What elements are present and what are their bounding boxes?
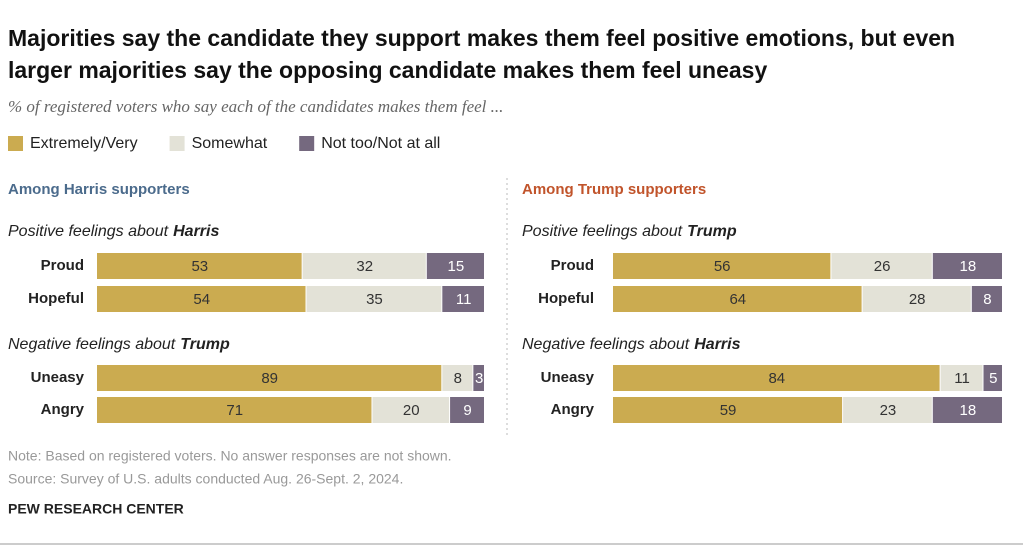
value-label: 9 (463, 402, 471, 419)
group-label-subject: Harris (173, 223, 219, 240)
value-label: 3 (475, 370, 483, 387)
panel-title: Among Harris supporters (8, 181, 190, 198)
value-label: 18 (960, 402, 977, 419)
chart-title: Majorities say the candidate they suppor… (8, 25, 956, 83)
footer: PEW RESEARCH CENTER (8, 501, 184, 517)
group-label: Positive feelings about Harris (8, 223, 219, 240)
legend-label: Extremely/Very (30, 135, 138, 152)
legend-label: Somewhat (192, 135, 268, 152)
value-label: 32 (356, 258, 373, 275)
category-label: Proud (41, 257, 84, 274)
source: Source: Survey of U.S. adults conducted … (8, 471, 403, 487)
legend-swatch (299, 136, 315, 151)
group-label-subject: Trump (180, 336, 230, 353)
group-label-text: Positive feelings about (8, 223, 169, 240)
value-label: 84 (768, 370, 785, 387)
value-label: 18 (960, 258, 977, 275)
bar-segment (940, 365, 983, 391)
legend-swatch (8, 136, 23, 151)
value-label: 8 (454, 370, 462, 387)
bar-segment (473, 365, 484, 391)
category-label: Uneasy (541, 369, 595, 386)
value-label: 5 (989, 370, 997, 387)
category-label: Angry (41, 401, 85, 418)
value-label: 64 (729, 291, 746, 308)
group-label-subject: Trump (687, 223, 737, 240)
value-label: 15 (448, 258, 465, 275)
category-label: Proud (551, 257, 594, 274)
group-label: Positive feelings about Trump (522, 223, 737, 240)
bar-segment (372, 397, 450, 423)
group-label-text: Negative feelings about (522, 336, 690, 353)
bar-segment (442, 365, 473, 391)
category-label: Hopeful (28, 290, 84, 307)
bar-segment (843, 397, 932, 423)
group-label-text: Negative feelings about (8, 336, 176, 353)
bar-segment (613, 397, 843, 423)
bar-segment (97, 397, 372, 423)
bar-segment (613, 286, 862, 312)
legend-swatch (169, 136, 185, 151)
value-label: 11 (456, 291, 472, 308)
group-label: Negative feelings about Trump (8, 336, 230, 353)
value-label: 11 (954, 370, 970, 387)
bar-segment (450, 397, 484, 423)
bar-segment (442, 286, 484, 312)
bar-segment (613, 365, 940, 391)
panel-title: Among Trump supporters (522, 181, 706, 198)
value-label: 56 (714, 258, 731, 275)
value-label: 8 (983, 291, 991, 308)
bar-segment (613, 253, 831, 279)
bar-segment (97, 286, 306, 312)
note: Note: Based on registered voters. No ans… (8, 448, 452, 464)
group-label: Negative feelings about Harris (522, 336, 741, 353)
value-label: 20 (403, 402, 420, 419)
bar-segment (932, 397, 1002, 423)
legend-label: Not too/Not at all (321, 135, 440, 152)
value-label: 28 (909, 291, 926, 308)
value-label: 89 (261, 370, 278, 387)
bar-segment (971, 286, 1002, 312)
value-label: 59 (720, 402, 737, 419)
bar-segment (97, 365, 442, 391)
group-label-text: Positive feelings about (522, 223, 683, 240)
subtitle: % of registered voters who say each of t… (8, 97, 503, 116)
bar-segment (302, 253, 426, 279)
category-label: Hopeful (538, 290, 594, 307)
bar-segment (932, 253, 1002, 279)
value-label: 53 (191, 258, 208, 275)
bar-segment (306, 286, 442, 312)
bar-segment (97, 253, 302, 279)
bar-segment (983, 365, 1002, 391)
bar-segment (831, 253, 932, 279)
group-label-subject: Harris (694, 336, 740, 353)
category-label: Angry (551, 401, 595, 418)
bar-segment (862, 286, 971, 312)
value-label: 35 (366, 291, 383, 308)
bar-segment (426, 253, 484, 279)
value-label: 26 (874, 258, 891, 275)
category-label: Uneasy (31, 369, 85, 386)
value-label: 71 (226, 402, 243, 419)
value-label: 23 (880, 402, 897, 419)
value-label: 54 (193, 291, 210, 308)
